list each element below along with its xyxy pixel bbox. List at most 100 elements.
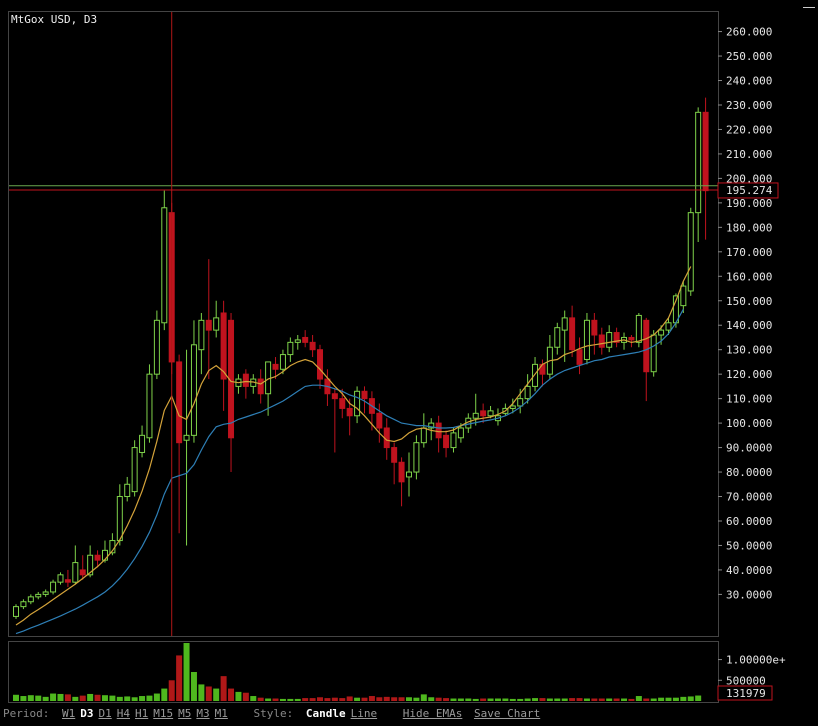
volume-bar	[213, 688, 220, 701]
volume-bar	[606, 698, 613, 701]
candle-up	[146, 373, 153, 439]
period-option-h4[interactable]: H4	[116, 707, 130, 720]
volume-bar	[650, 698, 657, 701]
candle-up	[183, 434, 190, 441]
price-tick-label: 100.000	[726, 417, 772, 430]
period-option-d3[interactable]: D3	[80, 707, 94, 720]
candle-up	[131, 447, 138, 493]
save-chart-link[interactable]: Save Chart	[473, 707, 541, 720]
price-tick-label: 50.0000	[726, 539, 772, 552]
volume-bar	[183, 643, 190, 701]
volume-bar	[457, 698, 464, 701]
candle-down	[309, 341, 316, 351]
volume-bar	[13, 694, 19, 701]
period-option-w1[interactable]: W1	[61, 707, 76, 720]
volume-bar	[176, 655, 183, 701]
candle-down	[94, 554, 101, 561]
price-tick-label: 40.0000	[726, 564, 772, 577]
volume-bar	[502, 698, 509, 701]
candle-up	[279, 354, 286, 370]
candle-down	[176, 361, 183, 444]
price-tick-label: 80.0000	[726, 466, 772, 479]
volume-bars	[13, 643, 702, 701]
candle-down	[376, 412, 383, 429]
volume-bar	[517, 698, 524, 701]
style-options: Candle Line	[306, 705, 382, 722]
volume-bar	[687, 696, 694, 701]
window-edge-mark	[803, 7, 815, 8]
volume-bar	[465, 698, 472, 701]
candle-up	[665, 322, 672, 331]
candle-down	[79, 569, 86, 576]
hide-emas-link[interactable]: Hide EMAs	[402, 707, 463, 720]
style-option-line[interactable]: Line	[350, 707, 378, 720]
price-tick-label: 140.000	[726, 319, 772, 332]
volume-bar	[64, 694, 71, 701]
price-tick-label: 30.0000	[726, 588, 772, 601]
candle-down	[272, 363, 279, 370]
volume-bar	[168, 680, 175, 701]
candle-up	[72, 562, 79, 583]
volume-bar	[561, 698, 568, 701]
volume-bar	[20, 696, 27, 701]
volume-bar	[272, 698, 279, 701]
candle-down	[220, 312, 227, 380]
candle-up	[198, 319, 205, 351]
price-tick-label: 220.000	[726, 123, 772, 136]
volume-bar	[94, 694, 101, 701]
candle-up	[517, 398, 524, 407]
style-option-candle[interactable]: Candle	[305, 707, 346, 720]
volume-bar	[324, 698, 331, 701]
volume-bar	[109, 695, 116, 701]
candle-up	[139, 434, 146, 453]
volume-bar	[509, 698, 516, 701]
candle-up	[658, 329, 665, 336]
volume-bar	[695, 695, 702, 701]
volume-bar	[428, 697, 435, 701]
candle-up	[583, 319, 590, 360]
period-option-m15[interactable]: M15	[153, 707, 174, 720]
period-option-m5[interactable]: M5	[178, 707, 192, 720]
volume-bar	[146, 695, 153, 701]
candle-down	[339, 398, 346, 409]
volume-bar	[27, 695, 34, 701]
candle-up	[635, 314, 642, 343]
ema-fast-line	[15, 266, 692, 626]
volume-bar	[450, 698, 457, 701]
candle-up	[413, 442, 420, 473]
volume-bar	[198, 684, 205, 701]
period-option-d1[interactable]: D1	[98, 707, 112, 720]
volume-bar	[643, 698, 650, 701]
period-option-h1[interactable]: H1	[134, 707, 149, 720]
candle-down	[443, 434, 450, 449]
volume-bar	[339, 698, 346, 701]
volume-bar	[494, 698, 501, 701]
candle-up	[606, 332, 613, 348]
candle-down	[242, 373, 249, 387]
period-option-m3[interactable]: M3	[196, 707, 210, 720]
volume-tick-label: 1.00000e+	[726, 654, 786, 667]
price-tick-label: 250.000	[726, 50, 772, 63]
candle-down	[257, 378, 264, 395]
last-price-box	[717, 182, 779, 199]
volume-bar	[583, 698, 590, 701]
price-tick-label: 110.000	[726, 393, 772, 406]
volume-bar	[405, 697, 412, 701]
volume-bar	[101, 695, 108, 701]
style-label: Style:	[253, 707, 294, 720]
volume-bar	[35, 695, 42, 701]
volume-bar	[480, 698, 487, 701]
last-volume-box	[717, 685, 773, 701]
crosshair	[9, 12, 718, 636]
price-tick-label: 120.000	[726, 368, 772, 381]
candle-down	[317, 349, 324, 380]
volume-bar	[532, 698, 539, 701]
last-price-label: 195.274	[726, 184, 773, 197]
period-option-m1[interactable]: M1	[214, 707, 228, 720]
volume-bar	[124, 696, 131, 701]
candle-down	[391, 447, 398, 463]
volume-bar	[205, 686, 212, 701]
candle-up	[153, 319, 160, 375]
price-chart[interactable]: MtGox USD, D3 260.000 250.000 240.000 230.0…	[0, 0, 818, 705]
volume-bar	[250, 696, 257, 701]
